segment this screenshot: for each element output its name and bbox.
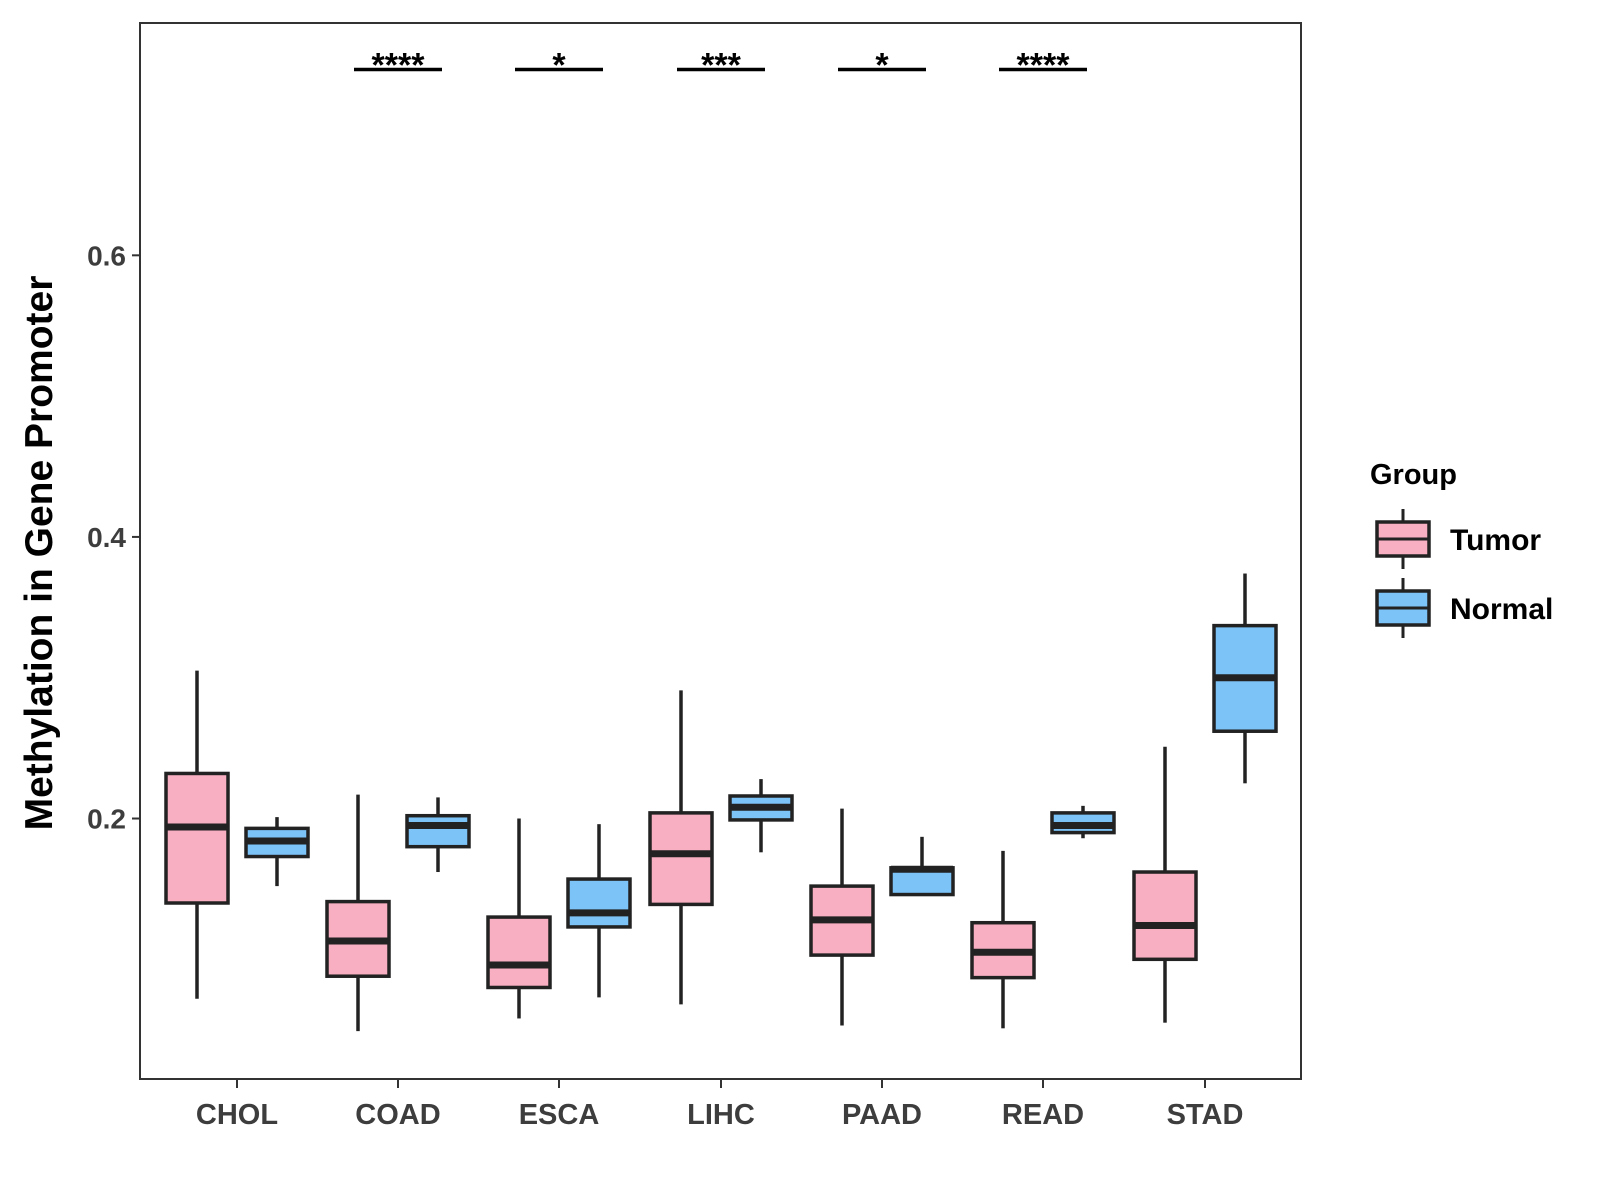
box-tumor-chol bbox=[164, 670, 230, 999]
box-tumor-read bbox=[970, 850, 1036, 1029]
legend-label-normal: Normal bbox=[1450, 593, 1553, 626]
box-normal-chol bbox=[244, 817, 310, 887]
significance-label: *** bbox=[701, 46, 741, 84]
box-normal-coad bbox=[405, 797, 471, 873]
significance-label: **** bbox=[1017, 46, 1071, 84]
y-tick-label: 0.4 bbox=[87, 522, 126, 553]
x-tick-label: STAD bbox=[1167, 1099, 1244, 1131]
significance-label: * bbox=[875, 46, 889, 84]
x-tick-label: LIHC bbox=[687, 1099, 755, 1131]
x-tick-label: READ bbox=[1002, 1099, 1084, 1131]
box-normal-lihc bbox=[728, 779, 794, 853]
box-normal-stad bbox=[1212, 573, 1278, 784]
x-tick-label: PAAD bbox=[842, 1099, 922, 1131]
y-tick-label: 0.2 bbox=[87, 804, 126, 835]
box-body bbox=[405, 813, 471, 849]
plot-panel bbox=[139, 22, 1302, 1080]
significance-label: * bbox=[552, 46, 566, 84]
box-normal-paad bbox=[889, 836, 955, 897]
legend-key-normal bbox=[1375, 578, 1431, 638]
x-tick-label: CHOL bbox=[196, 1099, 278, 1131]
significance-label: **** bbox=[372, 46, 426, 84]
box-tumor-esca bbox=[486, 818, 552, 1019]
boxes bbox=[164, 573, 1278, 1032]
box-tumor-lihc bbox=[648, 690, 714, 1005]
box-tumor-paad bbox=[809, 808, 875, 1026]
box-body bbox=[648, 811, 714, 907]
y-tick-label: 0.6 bbox=[87, 240, 126, 271]
y-axis-title: Methylation in Gene Promoter bbox=[18, 276, 61, 831]
legend-key-tumor bbox=[1375, 509, 1431, 569]
box-tumor-stad bbox=[1132, 746, 1198, 1023]
box-body bbox=[164, 771, 230, 905]
legend-title: Group bbox=[1370, 459, 1457, 491]
box-normal-read bbox=[1050, 805, 1116, 839]
significance-annotations: **** * *** * **** bbox=[354, 46, 1087, 84]
x-tick-label: ESCA bbox=[519, 1099, 600, 1131]
legend-label-tumor: Tumor bbox=[1450, 524, 1541, 557]
box-normal-esca bbox=[566, 824, 632, 998]
legend: Group Tumor Normal bbox=[1370, 459, 1553, 638]
box-tumor-coad bbox=[325, 794, 391, 1032]
x-tick-label: COAD bbox=[355, 1099, 440, 1131]
axis-ticks: 0.2 0.4 0.6 CHOL COAD ESCA LIHC PAAD READ STAD bbox=[87, 240, 1243, 1131]
box-body bbox=[566, 877, 632, 929]
box-body bbox=[486, 915, 552, 990]
box-body bbox=[1132, 870, 1198, 962]
